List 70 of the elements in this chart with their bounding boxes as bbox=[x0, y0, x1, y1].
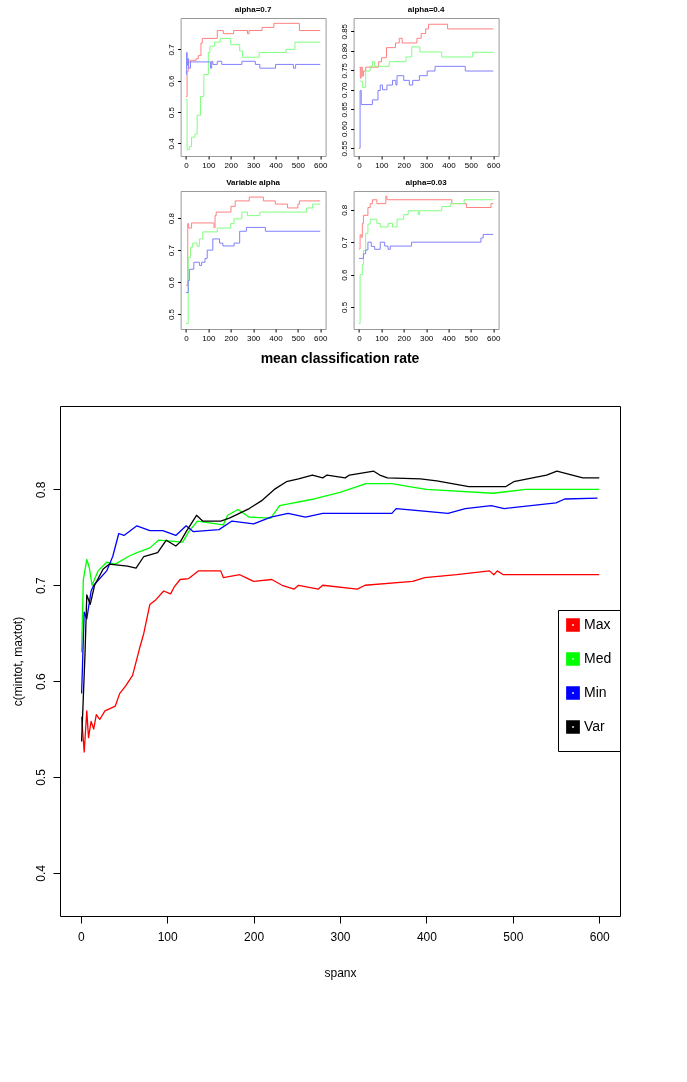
chart-title: Variable alpha bbox=[226, 178, 281, 187]
y-tick-label: 0.5 bbox=[33, 768, 48, 786]
y-tick-label: 0.8 bbox=[340, 204, 350, 216]
x-tick-label: 300 bbox=[330, 929, 351, 944]
x-tick-label: 500 bbox=[464, 160, 479, 170]
x-tick-label: 300 bbox=[419, 333, 434, 343]
y-tick-label: 0.70 bbox=[340, 81, 350, 99]
y-tick-label: 0.6 bbox=[33, 672, 48, 690]
x-tick-label: 100 bbox=[202, 160, 217, 170]
y-tick-label: 0.7 bbox=[33, 577, 48, 595]
y-tick-label: 0.85 bbox=[340, 23, 350, 40]
chart-title: alpha=0.03 bbox=[405, 178, 448, 187]
x-tick-label: 400 bbox=[442, 160, 457, 170]
x-tick-label: 200 bbox=[244, 929, 265, 944]
y-tick-label: 0.65 bbox=[340, 101, 350, 118]
y-tick-label: 0.6 bbox=[167, 75, 177, 87]
legend-label: Med bbox=[584, 650, 612, 666]
x-tick-label: 400 bbox=[269, 333, 284, 343]
y-tick-label: 0.55 bbox=[340, 140, 350, 157]
y-tick-label: 0.6 bbox=[167, 276, 177, 289]
x-tick-label: 600 bbox=[487, 333, 501, 343]
x-tick-label: 300 bbox=[246, 333, 261, 343]
x-tick-label: 200 bbox=[397, 160, 412, 170]
y-tick-label: 0.8 bbox=[33, 481, 48, 499]
x-tick-label: 600 bbox=[487, 160, 501, 170]
y-tick-label: 0.5 bbox=[340, 301, 350, 314]
x-tick-label: 300 bbox=[419, 160, 434, 170]
x-axis-title: spanx bbox=[324, 965, 357, 980]
x-tick-label: 100 bbox=[157, 929, 178, 944]
x-tick-label: 400 bbox=[442, 333, 457, 343]
chart-title: mean classification rate bbox=[260, 350, 420, 366]
x-tick-label: 200 bbox=[397, 333, 412, 343]
y-tick-label: 0.80 bbox=[340, 42, 350, 60]
y-tick-label: 0.4 bbox=[167, 137, 177, 150]
x-tick-label: 400 bbox=[269, 160, 284, 170]
x-tick-label: 0 bbox=[184, 333, 190, 343]
x-tick-label: 500 bbox=[291, 333, 306, 343]
y-tick-label: 0.7 bbox=[167, 244, 177, 257]
y-tick-label: 0.7 bbox=[167, 43, 177, 56]
x-tick-label: 500 bbox=[464, 333, 479, 343]
x-tick-label: 0 bbox=[77, 929, 85, 944]
x-tick-label: 400 bbox=[416, 929, 438, 944]
chart-title: alpha=0.4 bbox=[407, 5, 445, 14]
y-tick-label: 0.8 bbox=[167, 212, 177, 225]
x-tick-label: 600 bbox=[314, 333, 328, 343]
x-tick-label: 500 bbox=[503, 929, 524, 944]
y-axis-title: c(mintot, maxtot) bbox=[10, 616, 25, 707]
y-tick-label: 0.6 bbox=[340, 268, 350, 281]
y-tick-label: 0.60 bbox=[340, 120, 350, 137]
x-tick-label: 100 bbox=[375, 160, 390, 170]
legend-label: Min bbox=[584, 684, 607, 700]
x-tick-label: 600 bbox=[314, 160, 328, 170]
legend-label: Var bbox=[584, 718, 606, 734]
x-tick-label: 100 bbox=[202, 333, 217, 343]
x-tick-label: 0 bbox=[184, 160, 190, 170]
y-tick-label: 0.4 bbox=[33, 864, 48, 882]
x-tick-label: 600 bbox=[589, 929, 611, 944]
x-tick-label: 100 bbox=[375, 333, 390, 343]
y-tick-label: 0.5 bbox=[167, 106, 177, 119]
x-tick-label: 500 bbox=[291, 160, 306, 170]
x-tick-label: 300 bbox=[246, 160, 261, 170]
x-tick-label: 0 bbox=[357, 160, 363, 170]
y-tick-label: 0.7 bbox=[340, 236, 350, 249]
y-tick-label: 0.5 bbox=[167, 308, 177, 321]
x-tick-label: 0 bbox=[357, 333, 363, 343]
legend-label: Max bbox=[584, 616, 611, 632]
x-tick-label: 200 bbox=[224, 160, 239, 170]
chart-title: alpha=0.7 bbox=[234, 5, 272, 14]
x-tick-label: 200 bbox=[224, 333, 239, 343]
y-tick-label: 0.75 bbox=[340, 62, 350, 79]
